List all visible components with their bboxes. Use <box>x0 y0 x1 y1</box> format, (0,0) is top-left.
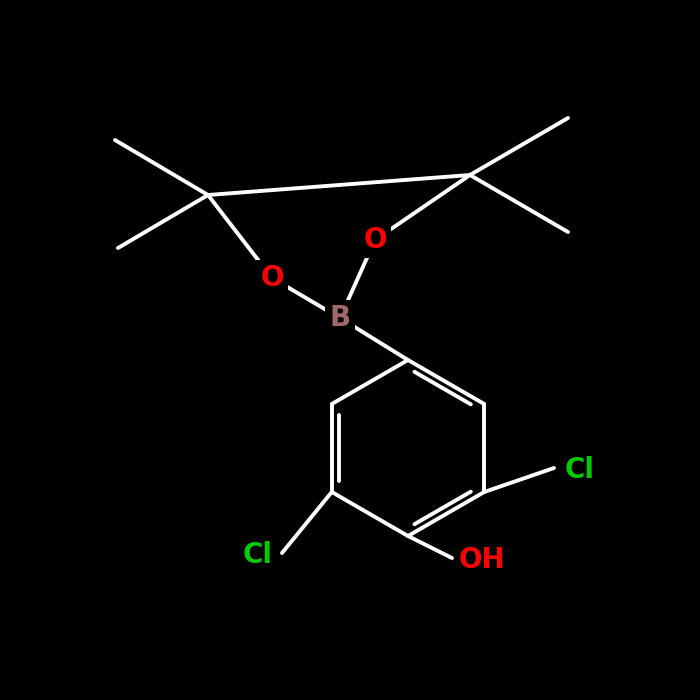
Text: B: B <box>330 304 351 332</box>
Text: Cl: Cl <box>243 541 273 569</box>
Text: O: O <box>260 264 284 292</box>
Text: Cl: Cl <box>565 456 595 484</box>
Text: O: O <box>363 226 386 254</box>
Text: OH: OH <box>458 546 505 574</box>
